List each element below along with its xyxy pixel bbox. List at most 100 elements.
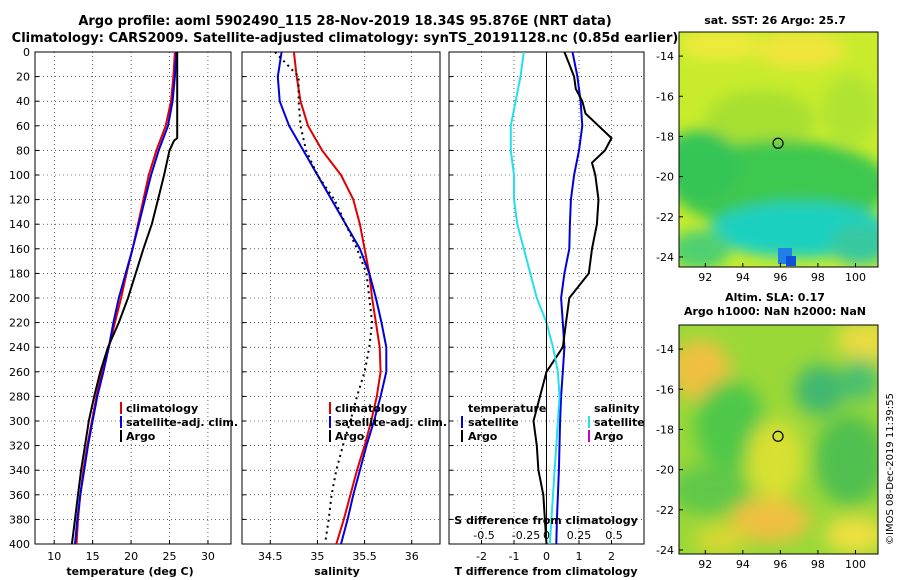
- depth-tick-label: 380: [9, 513, 30, 526]
- series-line-satellite-adj-clim-: [74, 52, 178, 544]
- series-line-s-satellite: [509, 52, 561, 544]
- argo-position-marker: [772, 430, 784, 442]
- map-lon-label: 94: [736, 271, 750, 284]
- title-line2: Climatology: CARS2009. Satellite-adjuste…: [12, 31, 679, 46]
- sla-map-field: [679, 325, 878, 554]
- salinity-legend: climatology satellite-adj. clim. Argo: [329, 402, 447, 443]
- argo-position-marker: [772, 137, 784, 149]
- x-tick-label: 30: [201, 550, 215, 563]
- depth-tick-label: 100: [9, 169, 30, 182]
- s-difference-xlabel: S difference from climatology: [454, 514, 638, 527]
- map-lat-label: -16: [656, 90, 674, 103]
- depth-tick-label: 0: [23, 46, 30, 59]
- depth-tick-label: 260: [9, 366, 30, 379]
- temperature-grid: [35, 51, 231, 545]
- depth-tick-label: 360: [9, 489, 30, 502]
- legend-label-t-argo: Argo: [468, 430, 498, 443]
- difference-legend-temperature: temperature satellite Argo: [461, 402, 546, 443]
- map-lat-label: -22: [656, 504, 674, 517]
- legend-label-satellite: satellite-adj. clim.: [335, 416, 447, 429]
- x-tick-label: 36: [405, 550, 419, 563]
- depth-tick-label: 180: [9, 267, 30, 280]
- x-tick-label: 34.5: [258, 550, 283, 563]
- depth-tick-label: 60: [16, 120, 30, 133]
- map-lat-label: -22: [656, 211, 674, 224]
- map-lon-label: 92: [698, 271, 712, 284]
- series-line-climatology: [292, 52, 382, 544]
- sla-map-ticks: 92 94 96 98 100 -14 -16 -18 -20 -22 -24: [656, 343, 866, 571]
- map-lon-label: 94: [736, 558, 750, 571]
- map-lon-label: 92: [698, 558, 712, 571]
- salinity-xlabel: salinity: [314, 565, 360, 578]
- x-tick-label: 10: [47, 550, 61, 563]
- series-line-satellite-adj-clim-: [276, 52, 388, 544]
- difference-legend-salinity: salinity satellite Argo: [588, 402, 645, 443]
- depth-tick-label: 140: [9, 218, 30, 231]
- depth-tick-label: 20: [16, 71, 30, 84]
- depth-tick-label: 40: [16, 95, 30, 108]
- x-tick-label: -2: [476, 550, 487, 563]
- map-lat-label: -16: [656, 383, 674, 396]
- x-tick-label: 15: [86, 550, 100, 563]
- s-difference-tick-label: 0.5: [605, 529, 623, 542]
- depth-tick-label: 200: [9, 292, 30, 305]
- salinity-x-ticks: 34.5 35 35.5 36: [258, 550, 419, 563]
- legend-label-t-satellite: satellite: [468, 416, 519, 429]
- map-lat-label: -20: [656, 171, 674, 184]
- depth-tick-label: 300: [9, 415, 30, 428]
- map-lat-label: -24: [656, 544, 674, 557]
- map-lat-label: -14: [656, 343, 674, 356]
- map-lon-label: 98: [811, 558, 825, 571]
- legend-label-s-satellite: satellite: [594, 416, 645, 429]
- legend-title-salinity: salinity: [594, 402, 640, 415]
- x-tick-label: 0: [543, 550, 550, 563]
- series-line-t-satellite: [555, 52, 584, 544]
- sla-map-title: Altim. SLA: 0.17: [725, 291, 825, 304]
- sst-map-frame: [678, 31, 879, 268]
- map-lat-label: -20: [656, 464, 674, 477]
- sla-map-subtitle: Argo h1000: NaN h2000: NaN: [684, 305, 866, 318]
- difference-series: [509, 52, 613, 544]
- x-tick-label: 2: [608, 550, 615, 563]
- sst-map-field: [679, 32, 878, 267]
- difference-grid: [449, 51, 644, 545]
- x-tick-label: 35: [310, 550, 324, 563]
- map-lon-label: 100: [845, 271, 866, 284]
- depth-tick-label: 160: [9, 243, 30, 256]
- legend-label-s-argo: Argo: [594, 430, 624, 443]
- series-line-argo: [274, 52, 374, 544]
- depth-tick-label: 220: [9, 317, 30, 330]
- sst-map-title: sat. SST: 26 Argo: 25.7: [704, 14, 846, 27]
- depth-tick-label: 240: [9, 341, 30, 354]
- legend-label-argo: Argo: [335, 430, 365, 443]
- map-lat-label: -18: [656, 423, 674, 436]
- sla-map-frame: [678, 324, 879, 555]
- x-tick-label: 25: [163, 550, 177, 563]
- difference-xlabel: T difference from climatology: [454, 565, 637, 578]
- x-tick-label: 1: [576, 550, 583, 563]
- legend-label-argo: Argo: [126, 430, 156, 443]
- depth-axis-ticks: 0 20 40 60 80 100 120 140 160 180 200 220 240 260 280 3…: [9, 46, 30, 551]
- map-lat-label: -18: [656, 130, 674, 143]
- sst-map-ticks: 92 94 96 98 100 -14 -16 -18 -20 -22 -24: [656, 50, 866, 284]
- s-difference-tick-label: -0.5: [473, 529, 494, 542]
- x-tick-label: 35.5: [352, 550, 377, 563]
- temperature-panel: [34, 51, 232, 545]
- map-lon-label: 96: [773, 271, 787, 284]
- s-difference-tick-label: 0.25: [567, 529, 592, 542]
- depth-tick-label: 120: [9, 194, 30, 207]
- x-tick-label: -1: [509, 550, 520, 563]
- legend-title-temperature: temperature: [468, 402, 546, 415]
- map-lon-label: 100: [845, 558, 866, 571]
- depth-tick-label: 320: [9, 440, 30, 453]
- x-tick-label: 20: [124, 550, 138, 563]
- imos-credit: ©IMOS 08-Dec-2019 11:39:55: [885, 393, 896, 545]
- depth-tick-label: 400: [9, 538, 30, 551]
- temperature-xlabel: temperature (deg C): [66, 565, 193, 578]
- s-difference-tick-label: -0.25: [512, 529, 540, 542]
- legend-label-climatology: climatology: [126, 402, 198, 415]
- depth-tick-label: 80: [16, 144, 30, 157]
- legend-label-climatology: climatology: [335, 402, 407, 415]
- temperature-series: [70, 52, 179, 544]
